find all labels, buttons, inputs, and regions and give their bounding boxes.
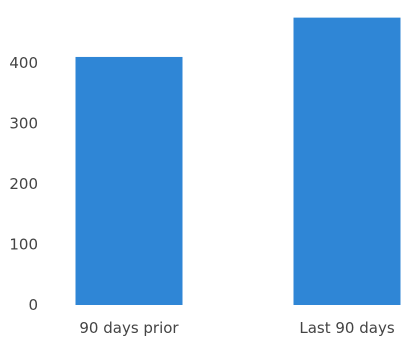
bar bbox=[293, 17, 401, 305]
bar bbox=[75, 56, 183, 306]
x-category-label: 90 days prior bbox=[79, 319, 179, 337]
y-tick-label: 100 bbox=[9, 236, 38, 254]
y-axis: 0 100 200 300 400 bbox=[9, 54, 38, 314]
bars bbox=[75, 17, 401, 306]
y-tick-label: 400 bbox=[9, 54, 38, 72]
x-category-label: Last 90 days bbox=[299, 319, 394, 337]
y-tick-label: 300 bbox=[9, 115, 38, 133]
x-axis: 90 days prior Last 90 days bbox=[79, 319, 394, 337]
y-tick-label: 200 bbox=[9, 175, 38, 193]
y-tick-label: 0 bbox=[28, 296, 38, 314]
